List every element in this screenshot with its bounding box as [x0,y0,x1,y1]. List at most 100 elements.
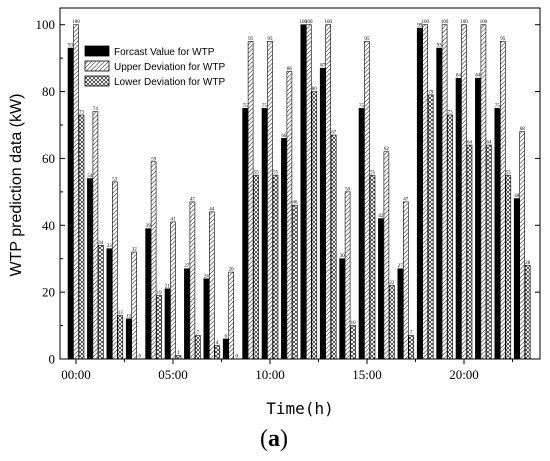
bar-forecast-h4 [145,228,151,360]
bar-upper-h5 [170,221,176,360]
bar-upper-h9 [247,41,254,360]
bar-upper-h10 [267,41,273,360]
bar-lower-h15 [369,174,376,360]
x-tick-label: 10:00 [255,367,285,382]
value-label-upper-h17: 47 [403,197,409,202]
bar-lower-h12 [311,91,318,360]
bar-upper-h14 [344,191,351,360]
value-label-forecast-h17: 27 [398,264,404,269]
value-label-upper-h7: 44 [209,207,215,212]
x-tick-label: 05:00 [158,367,188,382]
bar-lower-h0 [78,114,85,360]
value-label-lower-h10: 55 [273,171,279,176]
value-label-forecast-h12: 100 [300,20,308,25]
value-label-upper-h16: 62 [384,147,390,152]
value-label-forecast-h8: 6 [224,334,227,339]
value-label-forecast-h20: 84 [456,74,462,79]
value-label-lower-h14: 10 [351,321,357,326]
y-tick-label: 60 [42,151,55,166]
value-label-upper-h1: 74 [93,107,99,112]
bar-upper-h20 [461,24,467,360]
bar-lower-h4 [156,295,162,360]
value-label-lower-h6: 7 [197,331,200,336]
legend-label-upper: Upper Deviation for WTP [114,62,225,73]
bar-upper-h22 [499,41,506,360]
bar-upper-h6 [189,201,196,360]
y-tick-label: 0 [49,352,56,367]
value-label-lower-h9: 55 [254,171,260,176]
bar-lower-h13 [330,134,337,360]
legend-label-lower: Lower Deviation for WTP [114,77,225,88]
bar-forecast-h21 [475,77,481,360]
value-label-forecast-h13: 87 [320,64,326,69]
x-axis-title: Time(h) [266,399,333,418]
value-label-forecast-h15: 75 [359,104,365,109]
bar-forecast-h22 [494,107,501,360]
bar-forecast-h10 [261,107,268,360]
bar-forecast-h13 [319,67,326,360]
bar-upper-h17 [402,201,409,360]
bar-forecast-h9 [242,107,248,360]
bar-lower-h22 [505,174,512,360]
value-label-lower-h23: 28 [525,261,531,266]
y-axis-title: WTP prediction data (kW) [8,94,25,277]
value-label-upper-h10: 95 [268,37,274,42]
y-tick-label: 40 [42,218,55,233]
value-label-lower-h2: 13 [118,311,124,316]
bar-upper-h19 [441,24,448,360]
value-label-upper-h19: 100 [441,20,449,25]
bar-forecast-h2 [106,248,113,360]
bar-forecast-h3 [125,318,132,360]
bar-lower-h17 [408,335,415,360]
value-label-upper-h22: 95 [500,37,506,42]
bar-forecast-h1 [87,178,93,360]
y-ticks: 0 20 40 60 80 100 [36,17,540,367]
value-label-upper-h21: 100 [480,20,488,25]
bar-upper-h3 [131,251,137,360]
figure-caption: (a) [260,426,288,452]
value-label-forecast-h14: 30 [340,254,346,259]
bar-upper-h12 [305,24,312,360]
value-label-lower-h17: 7 [410,331,413,336]
bar-forecast-h7 [203,278,210,360]
value-label-forecast-h18: 99 [417,24,423,29]
value-label-lower-h1: 34 [98,241,104,246]
value-label-forecast-h10: 75 [262,104,268,109]
bar-upper-h11 [286,71,293,360]
y-tick-label: 80 [42,84,55,99]
value-label-forecast-h5: 21 [165,284,171,289]
value-label-forecast-h3: 12 [126,314,132,319]
value-label-lower-h22: 55 [506,171,512,176]
bar-forecast-h6 [184,268,190,360]
value-label-upper-h3: 32 [132,248,138,253]
value-label-lower-h19: 73 [448,110,454,115]
value-label-upper-h18: 100 [421,20,429,25]
value-label-upper-h6: 47 [190,197,196,202]
bar-forecast-h12 [300,24,307,360]
bar-forecast-h18 [416,27,423,360]
value-label-lower-h21: 64 [486,141,492,146]
bar-forecast-h20 [455,77,462,360]
bar-forecast-h8 [222,338,229,360]
value-label-upper-h4: 59 [151,157,157,162]
value-label-forecast-h23: 48 [514,194,520,199]
legend-swatch-upper [84,60,110,72]
value-label-forecast-h1: 54 [87,174,93,179]
bar-forecast-h19 [436,47,442,360]
bar-forecast-h5 [164,288,171,360]
value-label-forecast-h16: 42 [378,214,384,219]
value-label-lower-h15: 55 [370,171,376,176]
bar-forecast-h14 [339,258,345,360]
bar-lower-h2 [117,315,124,360]
bar-lower-h6 [195,335,201,360]
bar-upper-h23 [519,131,526,360]
bar-upper-h0 [73,24,79,360]
y-tick-label: 20 [42,285,55,300]
legend-label-forecast: Forcast Value for WTP [114,47,215,58]
value-label-forecast-h2: 33 [107,244,113,249]
value-label-upper-h12: 100 [305,20,313,25]
value-label-upper-h8: 26 [229,268,235,273]
legend-swatch-lower [84,75,110,87]
legend: Forcast Value for WTP Upper Deviation for… [84,45,225,88]
